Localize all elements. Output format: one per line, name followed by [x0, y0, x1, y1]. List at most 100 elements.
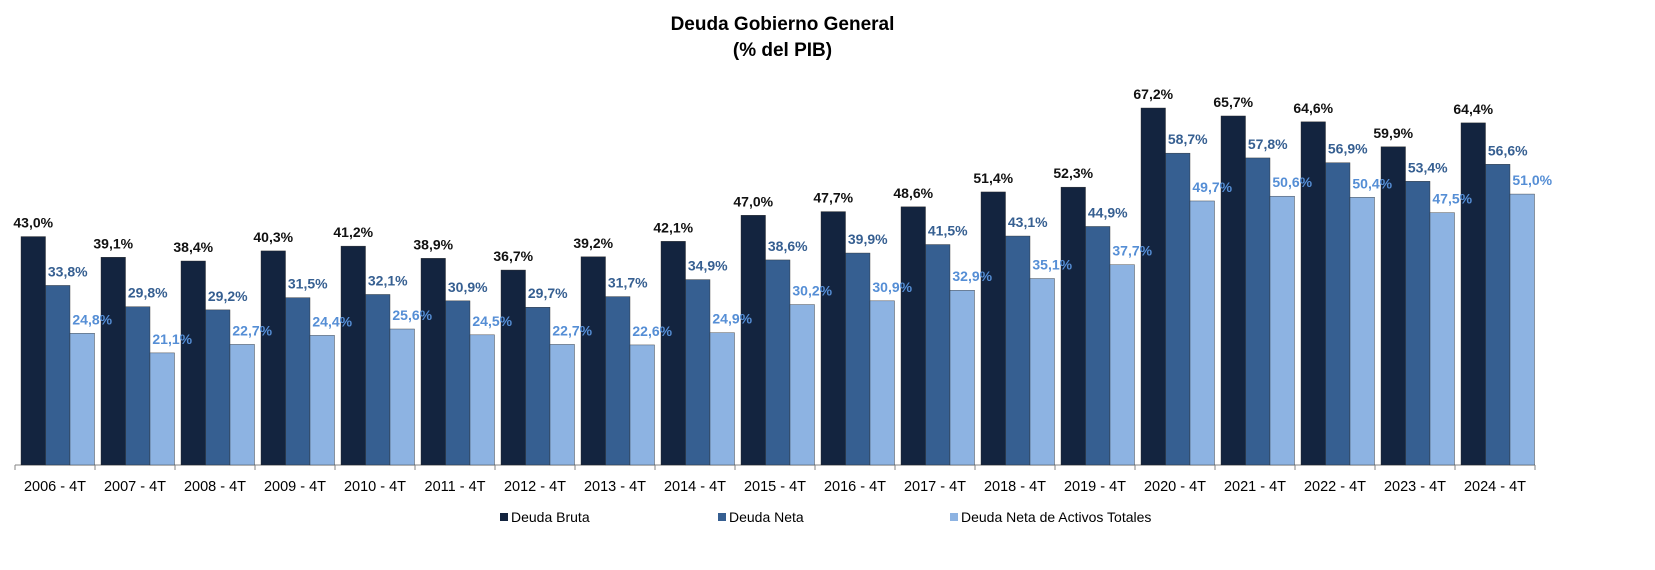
data-label: 59,9% [1373, 125, 1413, 141]
chart-title: Deuda Gobierno General [670, 14, 895, 35]
data-label: 31,7% [608, 275, 648, 291]
bar-deuda-neta-de-activos-totales [149, 352, 175, 466]
bar-deuda-bruta [580, 256, 606, 466]
bar-deuda-neta-de-activos-totales [1189, 200, 1215, 466]
data-label: 21,1% [152, 331, 192, 347]
data-label: 30,9% [448, 279, 488, 295]
data-label: 39,9% [848, 231, 888, 247]
bar-deuda-bruta [660, 241, 686, 466]
data-label: 30,9% [872, 279, 912, 295]
data-label: 56,6% [1488, 142, 1528, 158]
data-label: 47,5% [1432, 191, 1472, 207]
x-tick-label: 2022 - 4T [1304, 479, 1366, 495]
data-label: 29,8% [128, 285, 168, 301]
bar-deuda-bruta [500, 269, 526, 466]
data-label: 52,3% [1053, 165, 1093, 181]
x-tick-label: 2015 - 4T [744, 479, 806, 495]
legend-label: Deuda Neta [729, 509, 804, 525]
data-label: 53,4% [1408, 159, 1448, 175]
bar-deuda-bruta [740, 215, 766, 466]
legend-swatch [718, 513, 726, 521]
bar-deuda-neta-de-activos-totales [709, 332, 735, 466]
data-label: 31,5% [288, 276, 328, 292]
bar-deuda-neta [285, 297, 311, 466]
data-label: 41,5% [928, 223, 968, 239]
bar-deuda-bruta [340, 245, 366, 466]
bar-deuda-neta [1085, 226, 1111, 466]
data-label: 25,6% [392, 307, 432, 323]
bar-deuda-neta-de-activos-totales [789, 304, 815, 466]
bar-deuda-neta [925, 244, 951, 466]
bar-deuda-bruta [1380, 146, 1406, 466]
x-tick-label: 2018 - 4T [984, 479, 1046, 495]
data-label: 47,0% [733, 193, 773, 209]
bar-deuda-neta [1005, 235, 1031, 466]
data-label: 22,7% [552, 322, 592, 338]
data-label: 64,4% [1453, 101, 1493, 117]
bar-deuda-neta [365, 294, 391, 466]
x-tick-label: 2008 - 4T [184, 479, 246, 495]
data-label: 22,6% [632, 323, 672, 339]
data-label: 38,9% [413, 236, 453, 252]
bar-deuda-neta-de-activos-totales [629, 344, 655, 466]
bar-deuda-neta [605, 296, 631, 466]
data-label: 58,7% [1168, 131, 1208, 147]
bar-deuda-neta-de-activos-totales [1029, 278, 1055, 466]
bar-deuda-neta [1405, 181, 1431, 466]
legend-label: Deuda Bruta [511, 509, 590, 525]
data-label: 24,8% [72, 311, 112, 327]
x-tick-label: 2024 - 4T [1464, 479, 1526, 495]
bar-deuda-bruta [1220, 115, 1246, 466]
data-label: 33,8% [48, 263, 88, 279]
bar-deuda-neta [525, 307, 551, 466]
x-tick-label: 2019 - 4T [1064, 479, 1126, 495]
bar-deuda-neta [125, 306, 151, 466]
bar-deuda-neta [1325, 162, 1351, 466]
data-label: 35,1% [1032, 257, 1072, 273]
data-label: 64,6% [1293, 100, 1333, 116]
bar-deuda-neta-de-activos-totales [469, 334, 495, 466]
bar-deuda-neta-de-activos-totales [549, 344, 575, 466]
data-label: 24,5% [472, 313, 512, 329]
bar-deuda-neta-de-activos-totales [949, 290, 975, 466]
x-tick-label: 2013 - 4T [584, 479, 646, 495]
x-tick-label: 2012 - 4T [504, 479, 566, 495]
bar-deuda-bruta [100, 257, 126, 466]
x-tick-label: 2017 - 4T [904, 479, 966, 495]
bar-deuda-neta [765, 259, 791, 466]
bar-deuda-bruta [180, 260, 206, 466]
bar-deuda-neta [1165, 152, 1191, 466]
data-label: 39,2% [573, 235, 613, 251]
bar-deuda-bruta [1060, 186, 1086, 466]
data-label: 47,7% [813, 190, 853, 206]
data-label: 34,9% [688, 258, 728, 274]
data-label: 51,0% [1512, 172, 1552, 188]
bar-deuda-neta [445, 300, 471, 466]
x-tick-label: 2016 - 4T [824, 479, 886, 495]
data-label: 36,7% [493, 248, 533, 264]
data-label: 38,6% [768, 238, 808, 254]
x-tick-label: 2009 - 4T [264, 479, 326, 495]
bar-deuda-neta-de-activos-totales [1509, 193, 1535, 466]
data-label: 29,7% [528, 285, 568, 301]
data-label: 41,2% [333, 224, 373, 240]
data-label: 24,9% [712, 311, 752, 327]
data-label: 51,4% [973, 170, 1013, 186]
data-label: 29,2% [208, 288, 248, 304]
data-label: 39,1% [93, 235, 133, 251]
data-label: 50,4% [1352, 175, 1392, 191]
bar-deuda-neta [1485, 164, 1511, 466]
data-label: 43,1% [1008, 214, 1048, 230]
legend-label: Deuda Neta de Activos Totales [961, 509, 1151, 525]
bar-deuda-bruta [900, 206, 926, 466]
legend-swatch [500, 513, 508, 521]
data-label: 42,1% [653, 219, 693, 235]
x-tick-label: 2021 - 4T [1224, 479, 1286, 495]
bar-deuda-neta-de-activos-totales [1429, 212, 1455, 466]
x-tick-label: 2010 - 4T [344, 479, 406, 495]
bar-deuda-neta-de-activos-totales [229, 344, 255, 466]
bar-deuda-neta [845, 252, 871, 466]
data-label: 32,9% [952, 268, 992, 284]
x-tick-label: 2023 - 4T [1384, 479, 1446, 495]
